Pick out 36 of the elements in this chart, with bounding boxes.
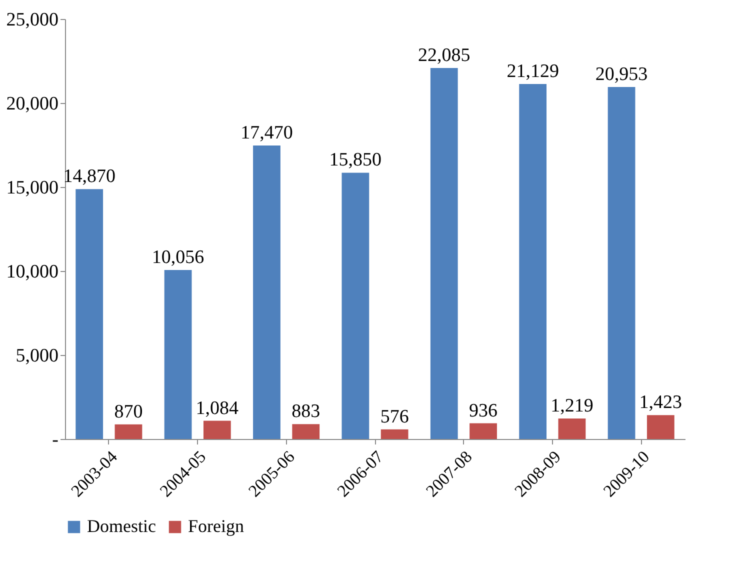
bar	[114, 424, 142, 439]
y-tick-label: 10,000	[6, 262, 58, 282]
data-label: 936	[469, 400, 498, 422]
data-label: 870	[114, 401, 143, 422]
bar	[519, 84, 547, 439]
data-label: 17,470	[240, 122, 293, 144]
legend-label: Foreign	[188, 516, 244, 536]
data-label: 1,423	[639, 392, 682, 414]
data-label: 1,219	[550, 396, 594, 417]
y-tick-label: 25,000	[6, 10, 58, 30]
data-label: 15,850	[329, 150, 382, 171]
data-label: 883	[292, 401, 320, 422]
bar	[203, 420, 231, 439]
data-label: 20,953	[595, 64, 648, 85]
data-label: 21,129	[506, 61, 559, 82]
data-label: 576	[380, 406, 409, 428]
y-tick-label: 15,000	[6, 178, 58, 198]
bar	[164, 270, 192, 439]
bar	[380, 429, 408, 439]
legend-label: Domestic	[87, 516, 156, 536]
bar	[253, 146, 280, 439]
y-tick-label: -	[52, 430, 58, 450]
data-label: 10,056	[152, 247, 204, 268]
data-label: 22,085	[418, 44, 470, 66]
data-label: 1,084	[196, 398, 240, 419]
bar	[430, 68, 458, 439]
bar	[76, 189, 104, 439]
bar	[470, 423, 497, 439]
data-label: 14,870	[63, 166, 116, 188]
bar	[608, 86, 636, 439]
bar	[292, 424, 320, 439]
y-tick-label: 20,000	[6, 94, 58, 114]
bar	[342, 172, 370, 439]
bar	[646, 415, 674, 439]
y-tick-label: 5,000	[16, 346, 58, 366]
bar	[558, 418, 586, 439]
